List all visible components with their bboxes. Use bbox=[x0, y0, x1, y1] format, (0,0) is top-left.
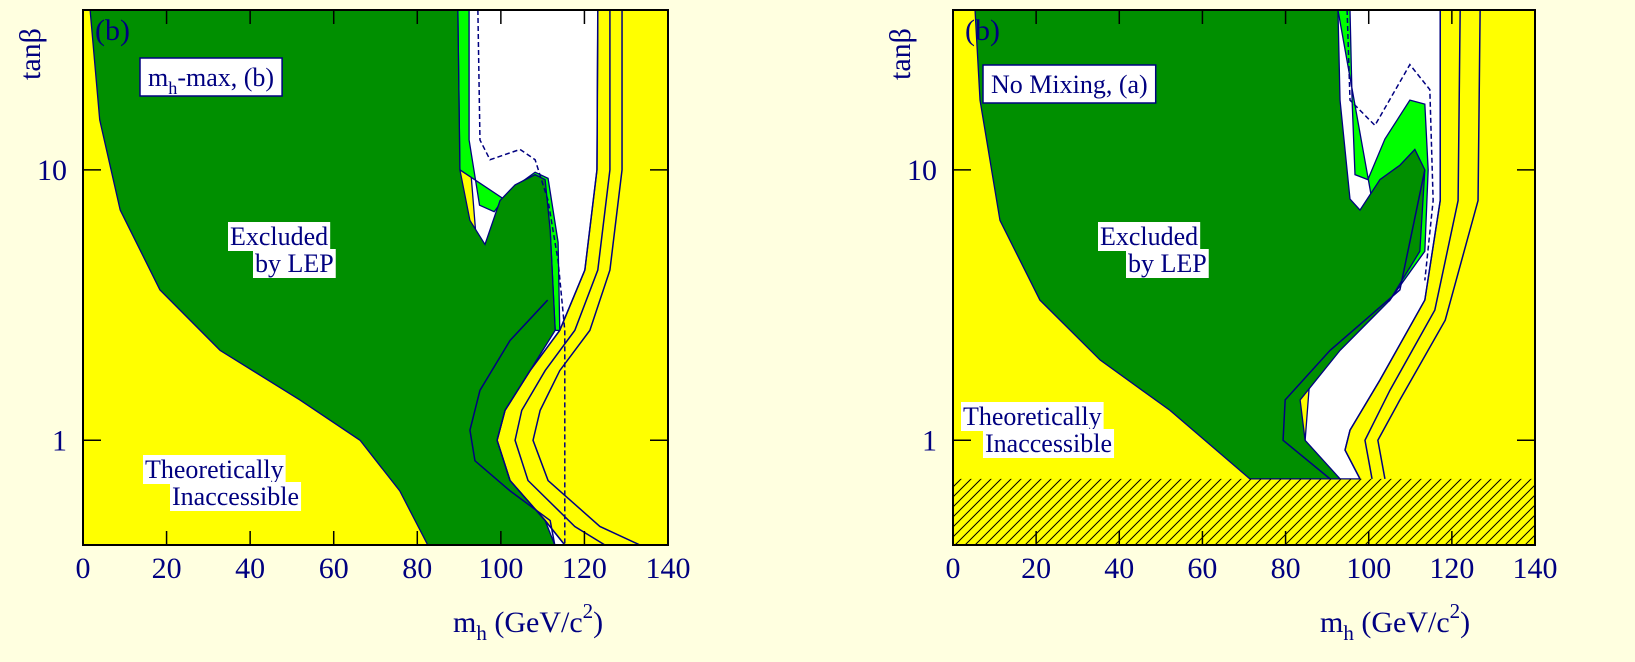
x-axis-label-part: 2 bbox=[583, 599, 594, 623]
contour-line bbox=[1346, 9, 1434, 281]
annotation-background bbox=[253, 249, 336, 278]
x-tick-label: 0 bbox=[946, 552, 961, 585]
annotation-background bbox=[170, 482, 302, 511]
panel-label: (b) bbox=[965, 14, 1000, 47]
x-axis-label: mh (GeV/c2) bbox=[1320, 599, 1470, 645]
x-axis-label-part: (GeV/c bbox=[1354, 606, 1450, 639]
annotation-background bbox=[1126, 249, 1209, 278]
x-axis-label-part: 2 bbox=[1450, 599, 1461, 623]
contour-line bbox=[496, 9, 599, 546]
y-axis-label: tanβ bbox=[884, 28, 917, 80]
annotation-box bbox=[982, 64, 1157, 104]
panel-label: (b) bbox=[95, 14, 130, 47]
annotation-background bbox=[961, 402, 1104, 431]
annotation: Excluded bbox=[1100, 222, 1198, 251]
contour-line bbox=[1364, 9, 1461, 480]
x-axis-label-part: m bbox=[1320, 606, 1343, 639]
annotation-part: -max, (b) bbox=[177, 63, 274, 92]
y-tick-label: 1 bbox=[922, 424, 937, 457]
y-tick-label: 10 bbox=[907, 154, 937, 187]
x-axis-label: mh (GeV/c2) bbox=[453, 599, 603, 645]
x-axis-label-part: ) bbox=[593, 606, 603, 639]
annotation-background bbox=[1098, 222, 1201, 251]
y-axis-label: tanβ bbox=[14, 28, 47, 80]
y-tick-label: 10 bbox=[37, 154, 67, 187]
contour-line bbox=[1282, 169, 1426, 480]
x-axis-label-part: (GeV/c bbox=[487, 606, 583, 639]
x-axis-label-part: h bbox=[1343, 621, 1354, 645]
x-tick-label: 120 bbox=[1429, 552, 1474, 585]
hatched-region bbox=[953, 478, 1535, 545]
x-tick-label: 100 bbox=[478, 552, 523, 585]
x-axis-label-part: m bbox=[453, 606, 476, 639]
contour-line bbox=[532, 10, 641, 546]
annotation-background bbox=[983, 429, 1115, 458]
annotation: Inaccessible bbox=[172, 482, 299, 511]
y-tick-label: 1 bbox=[52, 424, 67, 457]
annotation: mh-max, (b) bbox=[148, 63, 274, 98]
annotation: by LEP bbox=[255, 249, 334, 278]
annotation: Theoretically bbox=[963, 402, 1102, 431]
annotation-box bbox=[139, 57, 283, 97]
contour-line bbox=[514, 10, 611, 546]
panel: 0 20 40 60 80 100 120 140 1 10 (b) tanβ mh (GeV/c2) N… bbox=[884, 9, 1558, 645]
x-tick-label: 140 bbox=[646, 552, 691, 585]
contour-line bbox=[469, 299, 556, 546]
contour-line bbox=[477, 9, 566, 545]
x-tick-label: 40 bbox=[235, 552, 265, 585]
plot-frame bbox=[952, 9, 1536, 546]
annotation: Theoretically bbox=[145, 455, 284, 484]
annotation-background bbox=[228, 222, 331, 251]
x-tick-label: 80 bbox=[1271, 552, 1301, 585]
x-tick-label: 120 bbox=[562, 552, 607, 585]
x-tick-label: 60 bbox=[1187, 552, 1217, 585]
x-axis-label-part: ) bbox=[1460, 606, 1470, 639]
annotation: No Mixing, (a) bbox=[991, 70, 1148, 99]
x-tick-label: 100 bbox=[1346, 552, 1391, 585]
annotation-background bbox=[143, 455, 286, 484]
x-axis-label-part: h bbox=[476, 621, 487, 645]
x-tick-label: 20 bbox=[152, 552, 182, 585]
annotation: by LEP bbox=[1128, 249, 1207, 278]
x-tick-label: 20 bbox=[1021, 552, 1051, 585]
contour-line bbox=[1377, 9, 1481, 480]
contour-line bbox=[1344, 10, 1441, 480]
x-tick-label: 80 bbox=[402, 552, 432, 585]
annotation: Excluded bbox=[230, 222, 328, 251]
x-tick-label: 60 bbox=[319, 552, 349, 585]
annotation: Inaccessible bbox=[985, 429, 1112, 458]
x-tick-label: 140 bbox=[1513, 552, 1558, 585]
plot-frame bbox=[82, 9, 669, 546]
x-tick-label: 40 bbox=[1104, 552, 1134, 585]
annotation-part: m bbox=[148, 63, 168, 92]
x-tick-label: 0 bbox=[76, 552, 91, 585]
annotation-part: No Mixing, (a) bbox=[991, 70, 1148, 99]
annotation-part: h bbox=[168, 78, 177, 98]
